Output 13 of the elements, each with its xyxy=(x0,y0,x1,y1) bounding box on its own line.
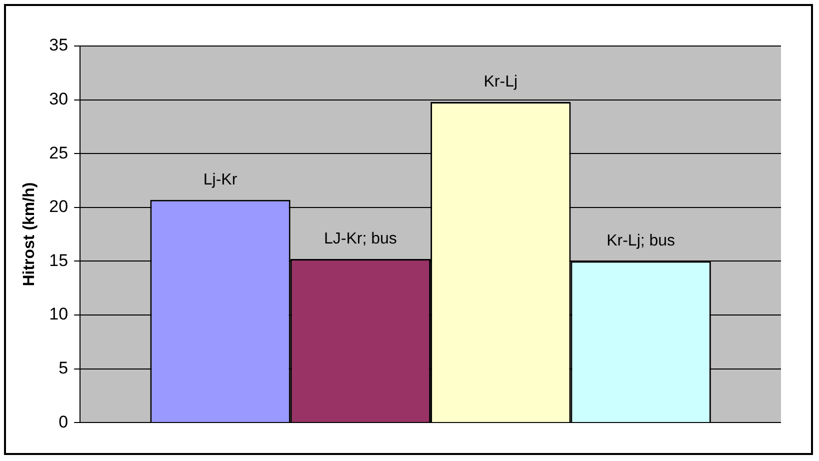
y-tick-label: 35 xyxy=(49,36,68,55)
y-tick-label: 15 xyxy=(49,250,68,270)
y-tick-label: 0 xyxy=(58,412,68,432)
y-tick-label: 5 xyxy=(58,358,68,378)
series-label: Kr-Lj xyxy=(484,73,518,90)
y-tick-label: 20 xyxy=(49,197,68,216)
y-tick-label: 25 xyxy=(49,143,68,162)
y-axis-title: Hitrost (km/h) xyxy=(21,182,38,286)
y-tick-label: 10 xyxy=(49,304,68,324)
series-label: Kr-Lj; bus xyxy=(606,232,676,250)
series-label: Lj-Kr xyxy=(203,171,238,188)
y-tick-label: 30 xyxy=(49,89,68,108)
series-label: LJ-Kr; bus xyxy=(324,230,397,248)
